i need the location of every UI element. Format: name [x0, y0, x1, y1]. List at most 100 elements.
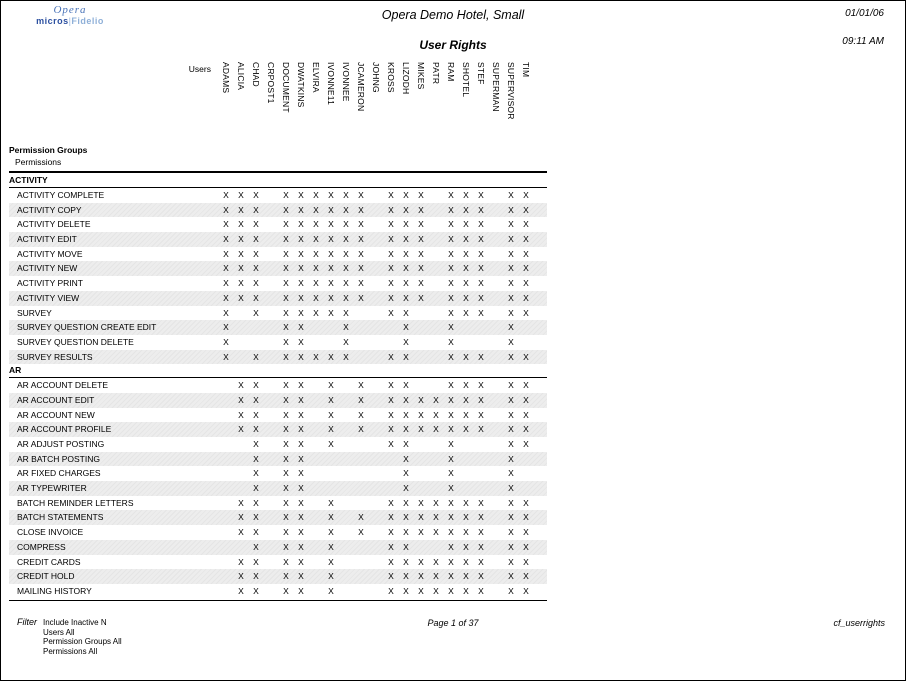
permission-granted-mark: X: [403, 336, 409, 347]
permission-granted-mark: X: [463, 394, 469, 405]
permission-granted-mark: X: [523, 527, 529, 538]
permission-group-section-header: AR: [9, 364, 547, 379]
permission-granted-mark: X: [478, 307, 484, 318]
permission-row: ACTIVITY EDIT X X X X X X X X X X X X X X X X X: [9, 232, 547, 247]
permission-granted-mark: X: [328, 219, 334, 230]
permission-granted-mark: X: [388, 307, 394, 318]
permission-granted-mark: X: [463, 556, 469, 567]
permission-granted-mark: X: [478, 409, 484, 420]
permission-granted-mark: X: [448, 292, 454, 303]
permission-granted-mark: X: [238, 204, 244, 215]
permission-granted-mark: X: [313, 248, 319, 259]
permission-granted-mark: X: [388, 394, 394, 405]
permission-granted-mark: X: [298, 468, 304, 479]
permission-granted-mark: X: [403, 278, 409, 289]
permission-granted-mark: X: [463, 307, 469, 318]
permission-granted-mark: X: [328, 497, 334, 508]
permission-granted-mark: X: [253, 234, 259, 245]
filter-line: Permission Groups All: [43, 637, 122, 647]
permission-granted-mark: X: [403, 190, 409, 200]
permission-granted-mark: X: [283, 409, 289, 420]
permission-granted-mark: X: [253, 468, 259, 479]
permission-granted-mark: X: [448, 380, 454, 391]
permission-granted-mark: X: [253, 263, 259, 274]
permission-label: MAILING HISTORY: [17, 585, 92, 596]
permission-granted-mark: X: [328, 278, 334, 289]
permission-granted-mark: X: [283, 424, 289, 435]
permission-label: AR ACCOUNT PROFILE: [17, 424, 112, 435]
permission-granted-mark: X: [298, 453, 304, 464]
permission-granted-mark: X: [388, 190, 394, 200]
permission-granted-mark: X: [433, 556, 439, 567]
permission-granted-mark: X: [298, 263, 304, 274]
permission-granted-mark: X: [388, 263, 394, 274]
permission-label: SURVEY QUESTION DELETE: [17, 336, 134, 347]
permission-granted-mark: X: [388, 439, 394, 449]
permission-granted-mark: X: [433, 585, 439, 596]
user-column-header: TIM: [521, 62, 531, 78]
permission-granted-mark: X: [358, 394, 364, 405]
permission-granted-mark: X: [463, 248, 469, 259]
permission-granted-mark: X: [358, 409, 364, 420]
permission-label: ACTIVITY COPY: [17, 204, 82, 215]
permission-granted-mark: X: [298, 278, 304, 289]
permission-granted-mark: X: [508, 556, 514, 567]
user-column-header: SUPERVISOR: [506, 62, 516, 120]
permission-granted-mark: X: [298, 541, 304, 552]
permission-granted-mark: X: [253, 394, 259, 405]
permission-granted-mark: X: [448, 234, 454, 245]
permission-label: AR FIXED CHARGES: [17, 468, 101, 479]
permission-row: AR ACCOUNT DELETE X X X X X X X X X X X X X: [9, 378, 547, 393]
permission-granted-mark: X: [313, 278, 319, 289]
permission-granted-mark: X: [328, 439, 334, 449]
permission-granted-mark: X: [418, 497, 424, 508]
permission-granted-mark: X: [298, 322, 304, 333]
permission-granted-mark: X: [253, 307, 259, 318]
user-column-header: ALICIA: [236, 62, 246, 91]
permission-granted-mark: X: [223, 234, 229, 245]
permission-granted-mark: X: [478, 234, 484, 245]
permission-granted-mark: X: [448, 278, 454, 289]
permission-granted-mark: X: [238, 219, 244, 230]
permission-granted-mark: X: [328, 541, 334, 552]
permission-label: ACTIVITY MOVE: [17, 248, 83, 259]
user-column-header: JCAMERON: [356, 62, 366, 112]
permission-granted-mark: X: [463, 409, 469, 420]
permission-row: AR ADJUST POSTING X X X X X X X X X: [9, 437, 547, 452]
permission-granted-mark: X: [223, 351, 229, 362]
permission-granted-mark: X: [478, 248, 484, 259]
permission-granted-mark: X: [283, 292, 289, 303]
permission-granted-mark: X: [508, 571, 514, 582]
permission-granted-mark: X: [223, 322, 229, 333]
permission-granted-mark: X: [298, 204, 304, 215]
permission-granted-mark: X: [478, 556, 484, 567]
permission-granted-mark: X: [253, 380, 259, 391]
permission-granted-mark: X: [418, 556, 424, 567]
permission-granted-mark: X: [448, 394, 454, 405]
permission-granted-mark: X: [328, 424, 334, 435]
permission-granted-mark: X: [403, 322, 409, 333]
permission-granted-mark: X: [523, 424, 529, 435]
permission-granted-mark: X: [523, 439, 529, 449]
permission-granted-mark: X: [478, 585, 484, 596]
permission-granted-mark: X: [433, 409, 439, 420]
permission-granted-mark: X: [313, 190, 319, 200]
permission-granted-mark: X: [478, 278, 484, 289]
permission-granted-mark: X: [283, 322, 289, 333]
permission-granted-mark: X: [403, 527, 409, 538]
permission-granted-mark: X: [418, 571, 424, 582]
permission-granted-mark: X: [283, 234, 289, 245]
permission-granted-mark: X: [523, 394, 529, 405]
permission-granted-mark: X: [478, 380, 484, 391]
permission-row: SURVEY QUESTION CREATE EDIT X X X X X X X: [9, 320, 547, 335]
filter-line: Permissions All: [43, 647, 98, 657]
permission-granted-mark: X: [523, 263, 529, 274]
permission-granted-mark: X: [463, 541, 469, 552]
permission-granted-mark: X: [523, 512, 529, 523]
user-column-header: STEF: [476, 62, 486, 85]
permission-granted-mark: X: [283, 512, 289, 523]
permission-row: AR ACCOUNT PROFILE X X X X X X X X X X X X X X X: [9, 422, 547, 437]
permission-granted-mark: X: [448, 453, 454, 464]
user-column-header: DWATKINS: [296, 62, 306, 108]
permission-granted-mark: X: [433, 424, 439, 435]
